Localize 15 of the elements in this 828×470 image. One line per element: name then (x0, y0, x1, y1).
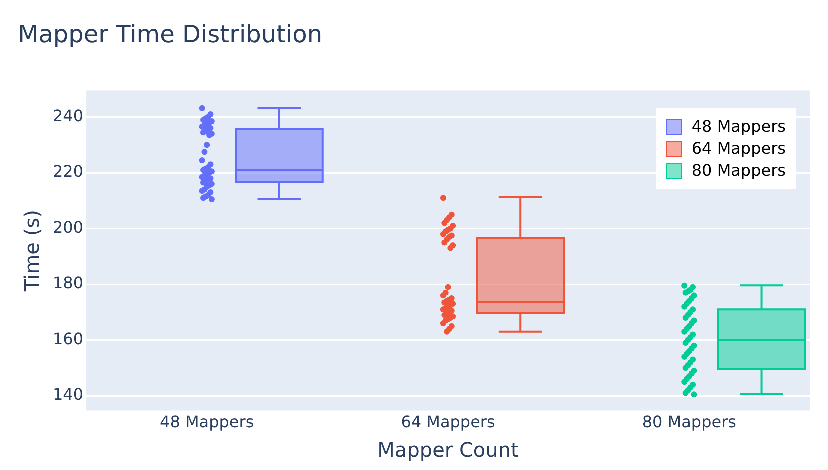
y-tick-label: 140 (52, 385, 84, 404)
y-tick-label: 160 (52, 329, 84, 348)
y-tick-label: 240 (52, 106, 84, 126)
x-tick-label: 64 Mappers (401, 412, 496, 432)
x-tick-label: 48 Mappers (160, 412, 254, 432)
legend-label: 80 Mappers (692, 161, 786, 180)
y-axis-title: Time (s) (20, 210, 44, 292)
chart-title: Mapper Time Distribution (18, 20, 323, 49)
legend-label: 48 Mappers (692, 117, 786, 136)
y-tick-label: 180 (52, 274, 84, 293)
x-axis-title: Mapper Count (378, 438, 520, 462)
y-tick-label: 200 (52, 218, 84, 237)
y-tick-label: 220 (52, 162, 84, 182)
x-tick-label: 80 Mappers (642, 412, 736, 432)
legend-label: 64 Mappers (692, 139, 786, 158)
